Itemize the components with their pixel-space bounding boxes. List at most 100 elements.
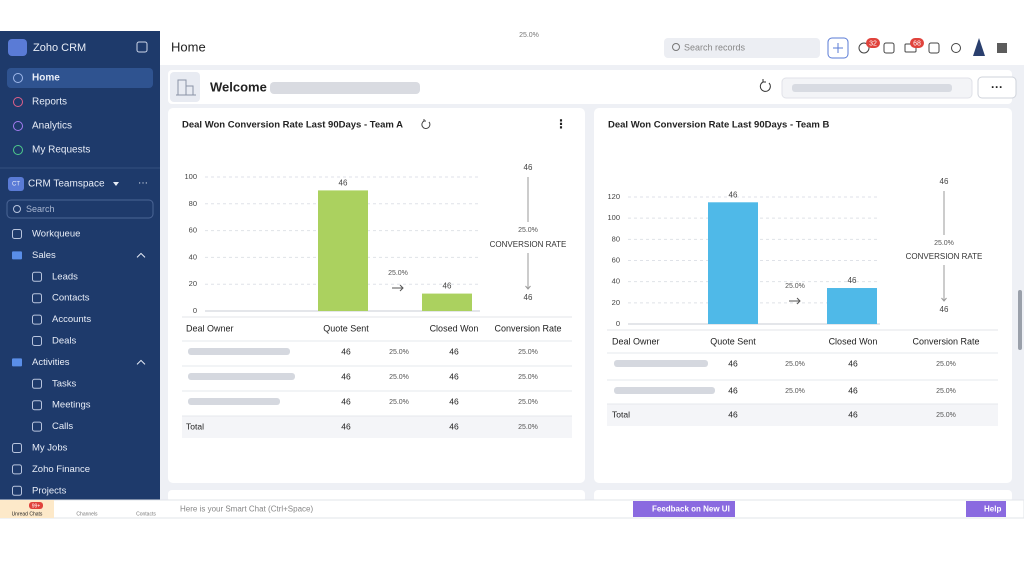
top-bar: [160, 31, 1024, 65]
badge: [866, 38, 880, 48]
calendar-icon[interactable]: [883, 42, 895, 54]
table-header: Deal Owner: [612, 336, 660, 346]
footer-tab[interactable]: Channels: [76, 511, 98, 517]
nav-item[interactable]: Projects: [32, 485, 67, 496]
table-cell: 46: [341, 346, 351, 356]
team-name[interactable]: CRM Teamspace: [28, 179, 105, 190]
table-cell: 25.0%: [518, 399, 538, 406]
y-tick-label: 20: [189, 279, 197, 288]
feedback-button[interactable]: [633, 501, 735, 517]
nav-item[interactable]: Reports: [32, 97, 67, 108]
profile-avatar[interactable]: [973, 38, 985, 56]
nav-item[interactable]: Meetings: [52, 400, 91, 411]
panel: [168, 108, 585, 483]
smart-chat-input[interactable]: Here is your Smart Chat (Ctrl+Space): [180, 505, 313, 514]
search-icon: [672, 43, 680, 51]
y-tick-label: 60: [612, 255, 620, 264]
table-cell: 46: [848, 358, 858, 368]
footer-tab[interactable]: Contacts: [136, 511, 156, 517]
item-icon: [12, 443, 22, 453]
bar-caption: 46: [729, 190, 738, 199]
item-icon: [32, 336, 42, 346]
blurred-owner: [188, 373, 295, 380]
search-box[interactable]: [664, 38, 820, 58]
funnel-top: 46: [524, 163, 533, 172]
nav-item[interactable]: Tasks: [52, 378, 77, 389]
blurred-dropdown-text: [792, 84, 952, 92]
funnel-rate: 25.0%: [934, 240, 954, 247]
team-more[interactable]: ···: [138, 178, 148, 189]
funnel-top: 46: [940, 177, 949, 186]
nav-item[interactable]: Deals: [52, 336, 77, 347]
table-cell: 46: [728, 385, 738, 395]
table-cell: 25.0%: [389, 349, 409, 356]
table-cell: 46: [449, 421, 459, 431]
sidebar: [0, 31, 160, 500]
group-caret[interactable]: [136, 252, 146, 258]
panel-menu[interactable]: ⋮: [555, 117, 567, 131]
table-row: [607, 380, 998, 402]
nav-item[interactable]: Analytics: [32, 121, 72, 132]
table-cell: 25.0%: [936, 388, 956, 395]
store-icon[interactable]: [928, 42, 940, 54]
bar: [827, 288, 877, 324]
table-cell: 46: [728, 409, 738, 419]
nav-item[interactable]: Home: [32, 73, 60, 84]
table-header: Conversion Rate: [494, 323, 561, 333]
nav-group[interactable]: Activities: [32, 357, 70, 368]
group-caret[interactable]: [136, 359, 146, 365]
table-header: Conversion Rate: [912, 336, 979, 346]
footer-tab[interactable]: Unread Chats: [12, 511, 43, 517]
sidebar-content: Zoho CRM Home Reports Analytics My Requests C…: [0, 39, 160, 496]
search-icon: [13, 205, 21, 213]
footer-bar: [0, 499, 1024, 519]
table-cell: 46: [341, 371, 351, 381]
team-badge: CT: [12, 182, 20, 188]
top-label: 25.0%: [519, 32, 539, 39]
nav-group[interactable]: Sales: [32, 250, 56, 261]
y-tick-label: 120: [607, 192, 620, 201]
nav-icon: [13, 145, 23, 155]
table-cell: 25.0%: [936, 412, 956, 419]
scrollbar: [1018, 290, 1022, 350]
bar: [318, 190, 368, 311]
table-cell: 46: [449, 396, 459, 406]
settings-icon[interactable]: [951, 43, 961, 53]
nav-item[interactable]: Zoho Finance: [32, 464, 90, 475]
nav-item[interactable]: My Requests: [32, 145, 90, 156]
chat-badge-count: 99+: [32, 503, 41, 509]
nav-item[interactable]: Contacts: [52, 293, 90, 304]
panel-partial: [168, 490, 585, 502]
sidebar-search[interactable]: [6, 199, 154, 219]
nav-item[interactable]: My Jobs: [32, 443, 68, 454]
table-cell: 25.0%: [785, 361, 805, 368]
funnel-bottom: 46: [524, 293, 533, 302]
nav-active: [7, 68, 153, 88]
refresh-button[interactable]: [759, 79, 771, 92]
y-tick-label: 80: [612, 234, 620, 243]
table-header: Closed Won: [430, 323, 479, 333]
table-row: [607, 353, 998, 375]
nav-icon: [13, 121, 23, 131]
funnel-label: CONVERSION RATE: [906, 252, 983, 261]
more-button[interactable]: [977, 76, 1017, 99]
nav-item[interactable]: Workqueue: [32, 229, 80, 240]
nav-item[interactable]: Accounts: [52, 314, 91, 325]
help-button[interactable]: [966, 501, 1006, 517]
search-placeholder: Search records: [684, 42, 746, 52]
nav-icon: [13, 73, 23, 83]
item-icon: [32, 378, 42, 389]
blurred-owner: [614, 387, 715, 394]
apps-grid[interactable]: [997, 43, 1007, 53]
nav-item[interactable]: Leads: [52, 271, 78, 282]
nav-item[interactable]: Calls: [52, 421, 73, 432]
table-cell: Total: [186, 421, 204, 431]
welcome-icon: [170, 72, 200, 102]
collapse-button[interactable]: [136, 41, 148, 53]
badge-count: 32: [869, 40, 877, 47]
refresh-icon[interactable]: [421, 119, 431, 129]
funnel-rate: 25.0%: [518, 227, 538, 234]
notifications-icon[interactable]: [858, 42, 870, 54]
item-icon: [32, 314, 42, 325]
